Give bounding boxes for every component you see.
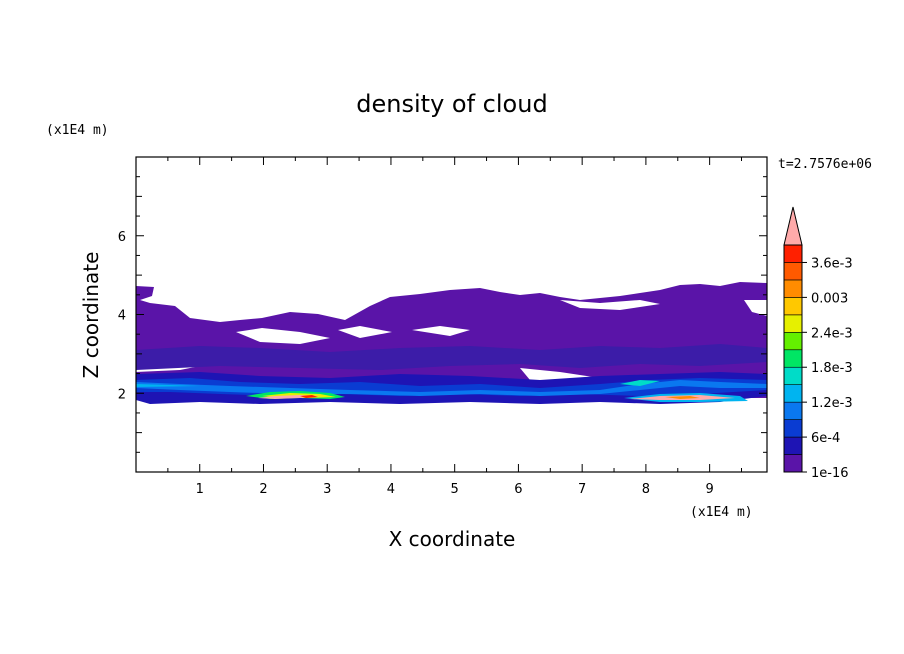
colorbar-label: 1e-16 xyxy=(811,466,849,481)
x-tick-label: 7 xyxy=(578,482,586,497)
x-tick-label: 9 xyxy=(705,482,713,497)
y-axis: 2 4 6 xyxy=(118,156,767,473)
colorbar-label: 3.6e-3 xyxy=(811,256,853,271)
colorbar-swatch xyxy=(783,279,803,298)
colorbar-swatch xyxy=(783,454,803,473)
x-tick-label: 1 xyxy=(196,482,204,497)
colorbar-swatch xyxy=(783,384,803,403)
x-axis-label: X coordinate xyxy=(389,527,516,551)
colorbar-frame xyxy=(783,244,803,473)
colorbar-swatch xyxy=(783,262,803,281)
colorbar-label: 2.4e-3 xyxy=(811,326,853,341)
colorbar-swatch xyxy=(783,366,803,385)
colorbar-swatch xyxy=(783,401,803,420)
cloud-gap xyxy=(744,300,767,316)
colorbar-label: 6e-4 xyxy=(811,431,840,446)
colorbar-label: 1.8e-3 xyxy=(811,361,853,376)
cloud-band-teal xyxy=(620,380,660,386)
cloud-gap xyxy=(560,300,660,310)
time-label: t=2.7576e+06 xyxy=(778,157,872,172)
x-tick-label: 8 xyxy=(642,482,650,497)
colorbar-swatch xyxy=(783,297,803,316)
y-tick-label: 4 xyxy=(118,309,126,324)
cloud-gap xyxy=(412,326,470,336)
chart-title: density of cloud xyxy=(356,90,547,118)
colorbar-swatch xyxy=(783,332,803,351)
cloud-mid-layer xyxy=(136,344,767,370)
x-unit-label: (x1E4 m) xyxy=(690,505,753,520)
x-tick-label: 2 xyxy=(259,482,267,497)
colorbar-swatch xyxy=(783,349,803,368)
y-unit-label: (x1E4 m) xyxy=(46,123,109,138)
cloud-gap xyxy=(338,326,392,338)
y-tick-label: 2 xyxy=(118,387,126,402)
colorbar-overflow-triangle xyxy=(783,206,803,246)
cloud-core-right-orange xyxy=(665,396,700,399)
cloud-core-left-red xyxy=(300,395,318,398)
x-tick-label: 3 xyxy=(323,482,331,497)
x-tick-label: 5 xyxy=(451,482,459,497)
x-tick-label: 4 xyxy=(387,482,395,497)
plot-area xyxy=(135,156,768,473)
cloud-upper-layer xyxy=(136,282,767,398)
y-axis-label: Z coordinate xyxy=(79,252,103,379)
x-tick-label: 6 xyxy=(514,482,522,497)
colorbar-label: 0.003 xyxy=(811,291,848,306)
colorbar-swatch xyxy=(783,419,803,438)
colorbar: 1e-16 6e-4 1.2e-3 1.8e-3 2.4e-3 0.003 3.6e-3 xyxy=(783,206,853,481)
cloud-band-cyan xyxy=(136,384,200,387)
colorbar-swatch xyxy=(783,244,803,263)
x-axis: 1 2 3 4 5 6 7 8 9 xyxy=(135,157,743,497)
y-tick-label: 6 xyxy=(118,230,126,245)
colorbar-swatch xyxy=(783,436,803,455)
colorbar-swatch xyxy=(783,314,803,333)
colorbar-label: 1.2e-3 xyxy=(811,396,853,411)
cloud-gap xyxy=(236,328,330,344)
